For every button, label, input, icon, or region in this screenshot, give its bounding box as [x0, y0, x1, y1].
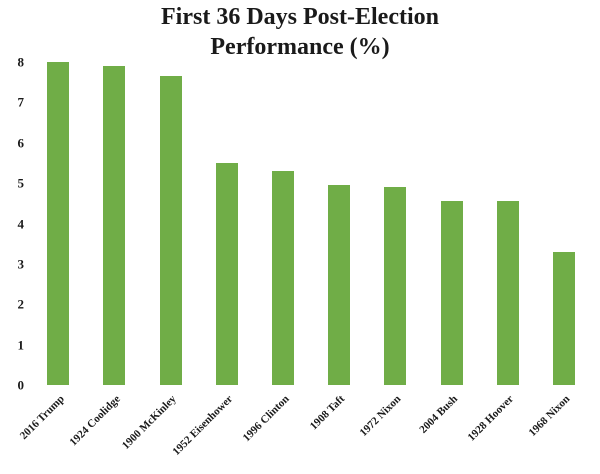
- x-tick-label: 1900 McKinley: [120, 393, 180, 452]
- bar-slot: 1996 Clinton: [240, 62, 311, 444]
- bar: [552, 251, 575, 385]
- bar-slot: 1924 Coolidge: [67, 62, 142, 448]
- bar: [47, 62, 70, 385]
- bar: [440, 201, 463, 385]
- bar-slot: 1928 Hoover: [466, 62, 536, 444]
- plot-area: 2016 Trump 1924 Coolidge 1900 McKinley 1952…: [18, 62, 592, 458]
- bar: [271, 171, 294, 385]
- y-tick-label: 5: [17, 175, 25, 191]
- bar-slot: 1972 Nixon: [358, 62, 423, 439]
- chart-title: First 36 Days Post-Election Performance …: [0, 2, 600, 62]
- bar: [215, 162, 238, 385]
- bar-slot: 1900 McKinley: [120, 62, 198, 452]
- bar: [328, 185, 351, 385]
- x-tick-label: 1996 Clinton: [240, 393, 292, 445]
- x-tick-label: 1928 Hoover: [465, 393, 517, 444]
- chart-title-line-1: First 36 Days Post-Election: [161, 4, 439, 30]
- y-tick-label: 1: [17, 337, 25, 353]
- y-axis: 0 1 2 3 4 5 6 7 8: [2, 56, 25, 392]
- y-tick-label: 0: [17, 377, 25, 393]
- bars-area: 2016 Trump 1924 Coolidge 1900 McKinley 1952…: [18, 62, 592, 458]
- bar: [384, 187, 407, 385]
- bar: [496, 201, 519, 385]
- bar: [159, 76, 182, 385]
- bar-slot: 1968 Nixon: [527, 62, 592, 439]
- x-tick-label: 2016 Trump: [17, 393, 67, 443]
- x-tick-label: 1952 Eisenhower: [170, 393, 236, 458]
- x-tick-label: 2004 Bush: [417, 393, 461, 436]
- y-tick-label: 4: [17, 216, 25, 231]
- bar-slot: 2016 Trump: [18, 62, 86, 442]
- y-tick-label: 3: [17, 256, 25, 272]
- x-tick-label: 1968 Nixon: [526, 393, 573, 439]
- x-tick-label: 1924 Coolidge: [67, 393, 123, 449]
- y-tick-label: 6: [17, 135, 25, 151]
- y-tick-label: 8: [17, 54, 25, 70]
- x-tick-label: 1972 Nixon: [357, 393, 404, 439]
- bar-slot: 1908 Taft: [308, 62, 367, 432]
- y-tick-label: 2: [17, 296, 25, 312]
- bar-slot: 2004 Bush: [417, 62, 479, 436]
- bar: [103, 66, 126, 385]
- chart-title-line-2: Performance (%): [210, 34, 390, 60]
- x-tick-label: 1908 Taft: [308, 393, 348, 433]
- y-tick-label: 7: [17, 94, 25, 110]
- bar-slot: 1952 Eisenhower: [170, 62, 255, 458]
